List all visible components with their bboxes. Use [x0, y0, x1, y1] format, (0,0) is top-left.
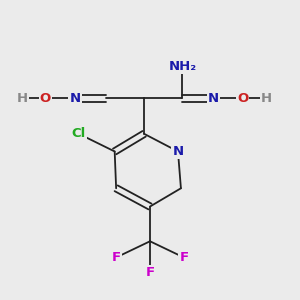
- Text: H: H: [17, 92, 28, 105]
- Text: O: O: [237, 92, 248, 105]
- Text: O: O: [40, 92, 51, 105]
- Text: N: N: [69, 92, 80, 105]
- Text: Cl: Cl: [72, 127, 86, 140]
- Text: H: H: [261, 92, 272, 105]
- Text: F: F: [146, 266, 154, 279]
- Text: NH₂: NH₂: [168, 60, 196, 73]
- Text: N: N: [172, 145, 184, 158]
- Text: F: F: [179, 251, 188, 264]
- Text: F: F: [112, 251, 121, 264]
- Text: N: N: [208, 92, 219, 105]
